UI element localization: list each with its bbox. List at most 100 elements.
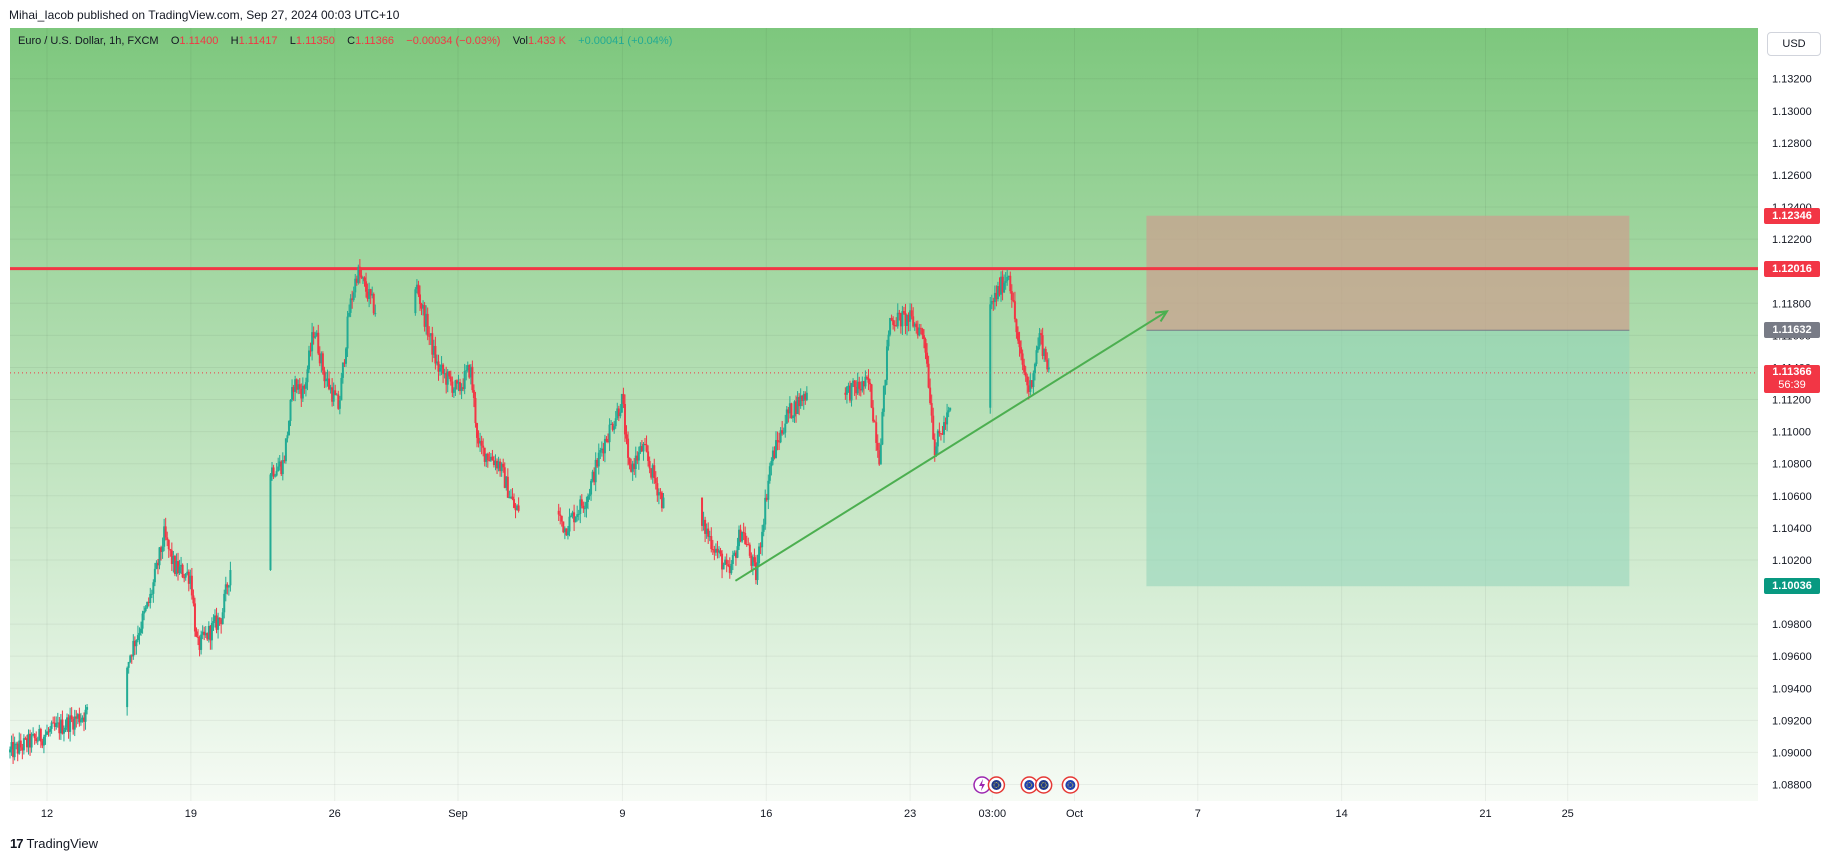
lightning-icon[interactable] bbox=[973, 776, 991, 794]
candle-body bbox=[133, 640, 136, 647]
candle-body bbox=[149, 593, 152, 603]
candle-body bbox=[775, 440, 778, 458]
candle-body bbox=[853, 380, 856, 388]
candle-body bbox=[949, 407, 952, 411]
usd-flag-icon[interactable] bbox=[987, 776, 1006, 794]
eur-flag-icon[interactable] bbox=[1061, 776, 1080, 794]
candle-body bbox=[323, 370, 326, 382]
time-tick-label: 03:00 bbox=[979, 808, 1007, 820]
candle-body bbox=[630, 464, 633, 472]
candle-body bbox=[146, 601, 149, 608]
currency-button[interactable]: USD bbox=[1767, 32, 1821, 56]
candle-body bbox=[758, 546, 761, 564]
candle-body bbox=[764, 497, 767, 525]
candle-body bbox=[876, 442, 879, 451]
candle-body bbox=[221, 612, 224, 625]
candle-body bbox=[35, 738, 38, 742]
time-tick-label: Sep bbox=[448, 808, 468, 820]
candle-body bbox=[432, 346, 435, 355]
candle-body bbox=[754, 562, 757, 581]
price-axis[interactable]: 1.132001.130001.128001.126001.124001.122… bbox=[1758, 28, 1835, 801]
usd-flag-icon[interactable] bbox=[1034, 776, 1053, 794]
symbol-name[interactable]: Euro / U.S. Dollar, 1h, FXCM bbox=[18, 35, 159, 47]
candle-body bbox=[274, 475, 277, 477]
candle-body bbox=[291, 387, 294, 400]
take-profit-zone[interactable] bbox=[1146, 330, 1630, 587]
price-tick-label: 1.12200 bbox=[1772, 234, 1812, 246]
eur-flag-icon[interactable] bbox=[1020, 776, 1039, 794]
candle-body bbox=[150, 593, 153, 595]
trendline-group[interactable] bbox=[734, 310, 1169, 582]
candle-body bbox=[762, 524, 765, 532]
candle-body bbox=[869, 382, 872, 385]
candle-body bbox=[70, 715, 73, 720]
candle-body bbox=[223, 593, 226, 613]
candle-body bbox=[1026, 376, 1029, 386]
candle-body bbox=[434, 346, 437, 364]
candle-body bbox=[173, 556, 176, 574]
candle-body bbox=[844, 392, 847, 395]
candle-body bbox=[600, 448, 603, 451]
price-tag-value: 1.12346 bbox=[1772, 209, 1812, 222]
candle-body bbox=[878, 450, 881, 465]
candle-body bbox=[41, 741, 44, 746]
volume-value: 1.433 K bbox=[528, 35, 566, 47]
price-tick-label: 1.13000 bbox=[1772, 106, 1812, 118]
candle-body bbox=[579, 499, 582, 514]
candle-body bbox=[708, 536, 711, 538]
candle-body bbox=[368, 289, 371, 299]
candle-body bbox=[75, 716, 78, 719]
candle-body bbox=[315, 332, 318, 337]
candle-body bbox=[662, 497, 665, 509]
candle-body bbox=[651, 465, 654, 478]
event-icons[interactable] bbox=[973, 776, 1080, 794]
candle-body bbox=[788, 403, 791, 414]
stop-loss-zone[interactable] bbox=[1146, 215, 1630, 331]
candle-body bbox=[725, 559, 728, 565]
candle-body bbox=[275, 471, 278, 476]
candle-body bbox=[559, 514, 562, 516]
price-tick-label: 1.10600 bbox=[1772, 491, 1812, 503]
candle-body bbox=[710, 536, 713, 550]
time-axis[interactable]: 12 19 26 Sep 9 16 23 03:00 Oct 7 14 21 25 bbox=[41, 808, 1574, 820]
time-tick-label: 16 bbox=[760, 808, 772, 820]
candle-body bbox=[721, 553, 724, 570]
candle-body bbox=[181, 564, 184, 578]
candle-body bbox=[701, 497, 704, 526]
position-zones[interactable] bbox=[1146, 215, 1630, 587]
candle-body bbox=[882, 385, 885, 412]
candle-body bbox=[172, 556, 175, 565]
candle-body bbox=[935, 446, 938, 456]
candle-body bbox=[912, 316, 915, 327]
candle-body bbox=[469, 366, 472, 378]
candle-body bbox=[852, 380, 855, 383]
trendline[interactable] bbox=[734, 310, 1168, 582]
candle-body bbox=[442, 364, 445, 374]
candle-body bbox=[52, 722, 55, 724]
candle-body bbox=[38, 728, 41, 741]
candle-body bbox=[160, 547, 163, 552]
candle-body bbox=[78, 714, 81, 723]
candle-body bbox=[1023, 364, 1026, 373]
candle-body bbox=[603, 438, 606, 454]
candle-body bbox=[633, 463, 636, 470]
tradingview-brand[interactable]: 17 TradingView bbox=[10, 836, 98, 851]
candle-body bbox=[443, 373, 446, 375]
candle-body bbox=[738, 529, 741, 547]
candle-body bbox=[944, 422, 947, 425]
candle-body bbox=[996, 286, 999, 300]
candle-body bbox=[704, 519, 707, 534]
candle-body bbox=[859, 388, 862, 391]
candle-body bbox=[15, 743, 18, 745]
candle-body bbox=[24, 738, 27, 740]
price-tick-label: 1.09000 bbox=[1772, 747, 1812, 759]
open-value: 1.11400 bbox=[179, 35, 219, 47]
candle-body bbox=[204, 632, 207, 636]
price-tick-label: 1.09400 bbox=[1772, 683, 1812, 695]
candle-body bbox=[138, 632, 141, 636]
candle-body bbox=[195, 631, 198, 637]
candle-body bbox=[33, 733, 36, 739]
candle-body bbox=[594, 459, 597, 483]
candle-body bbox=[730, 563, 733, 574]
